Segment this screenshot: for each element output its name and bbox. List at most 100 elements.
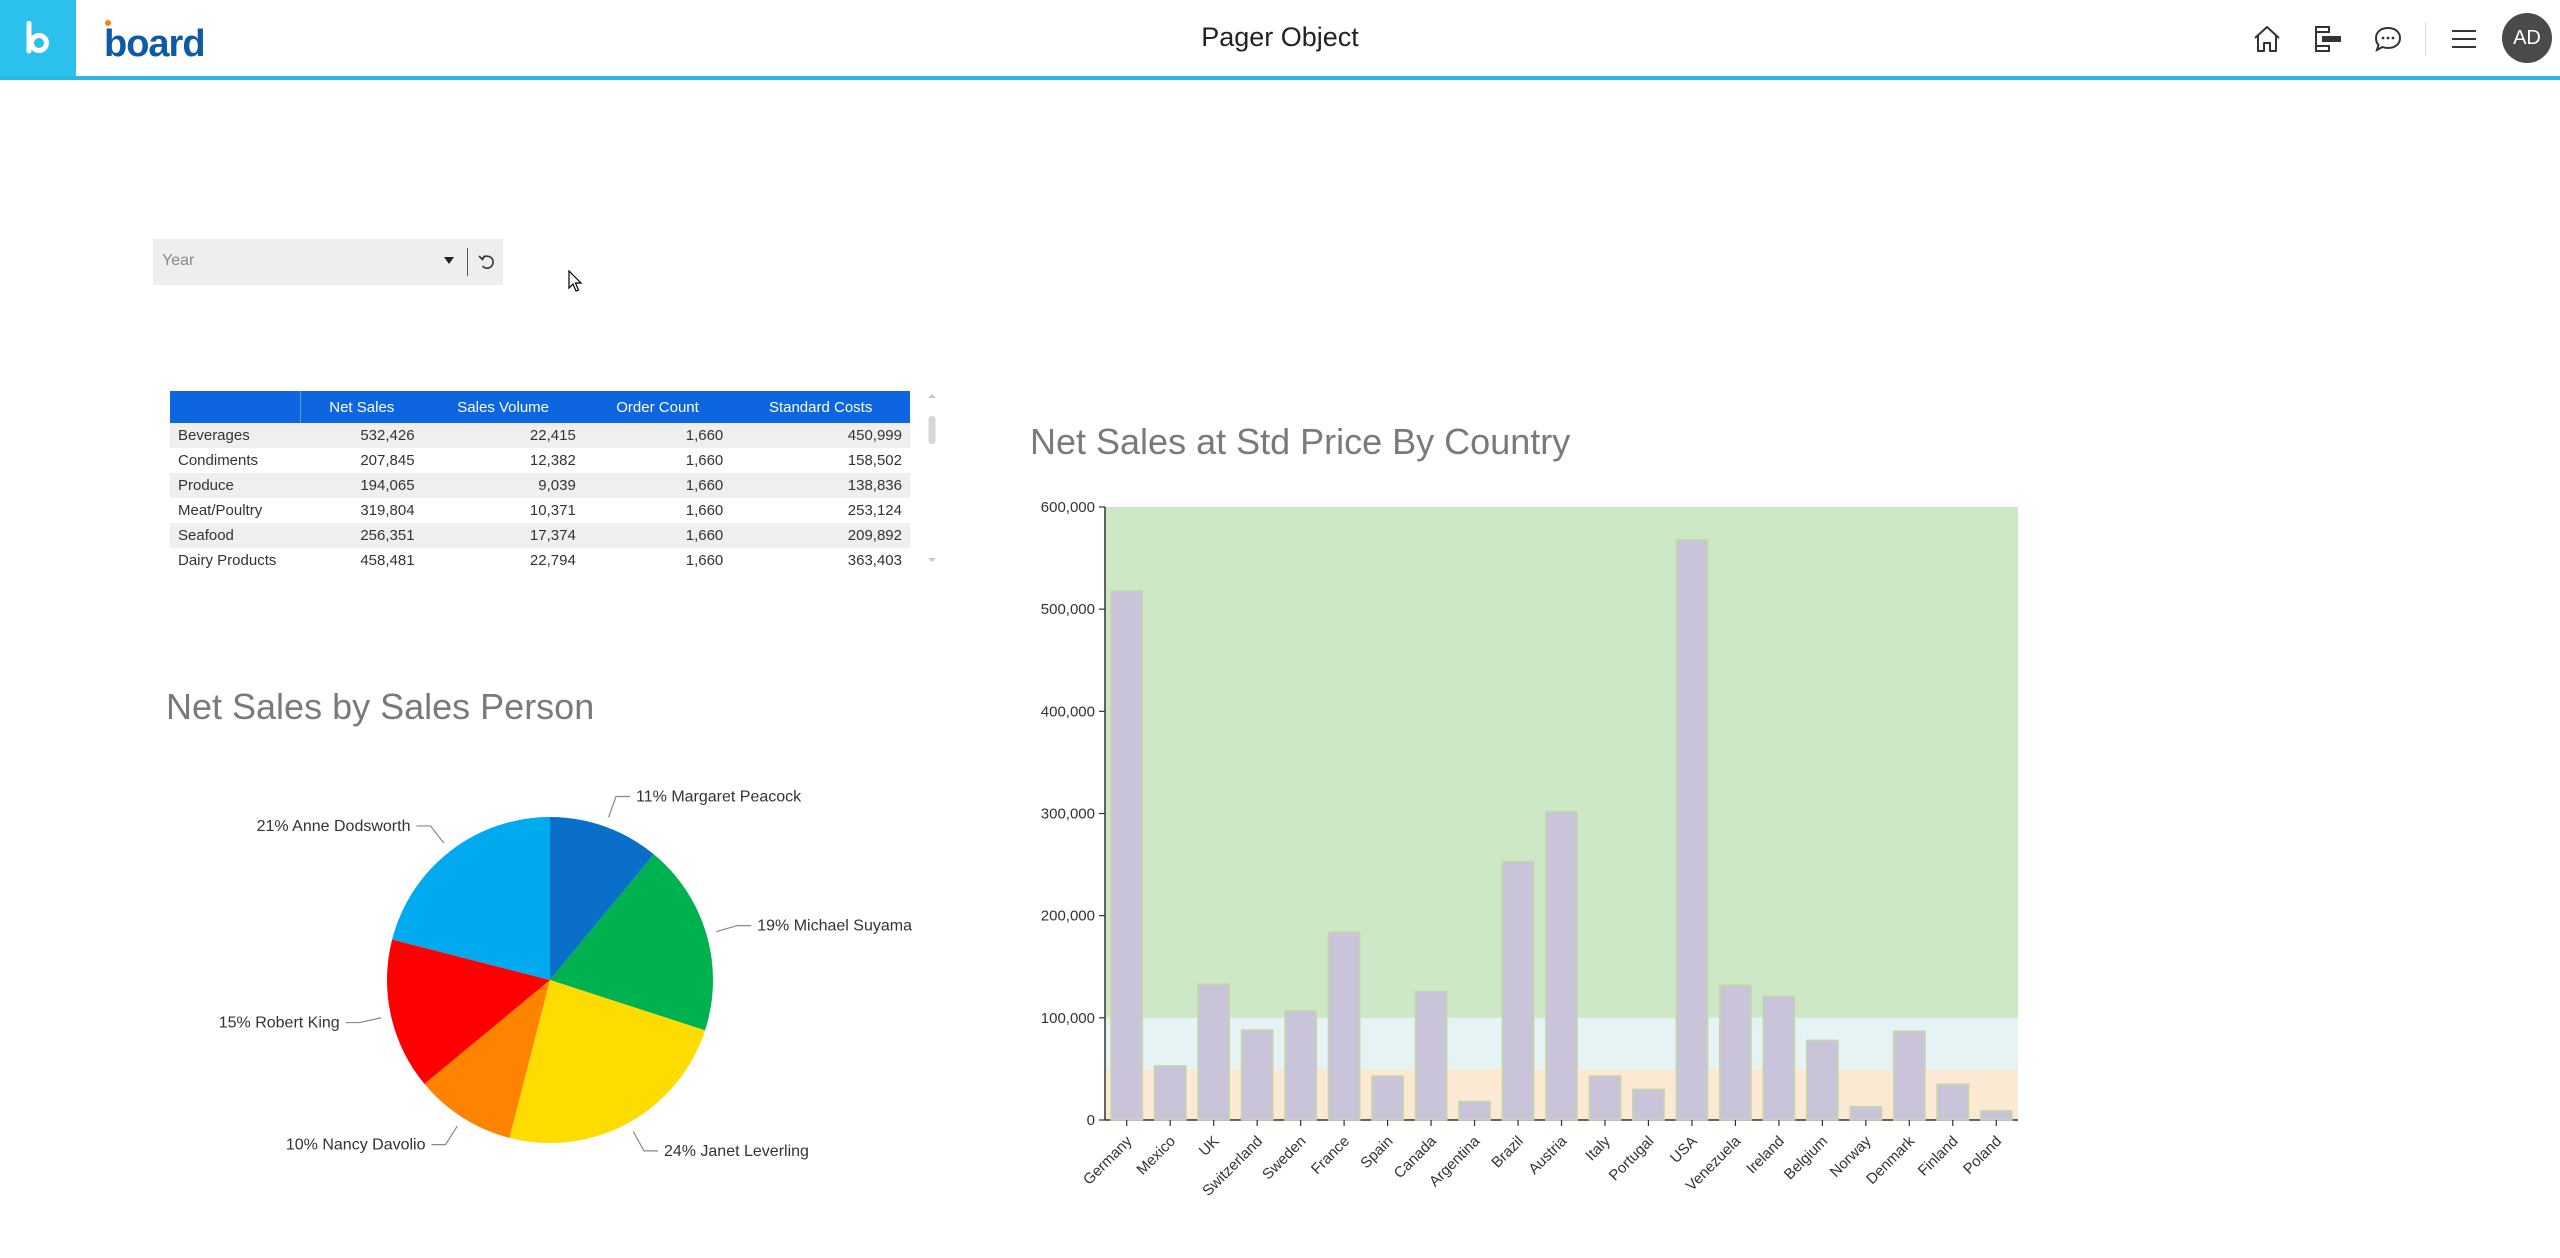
bar-norway[interactable]	[1849, 1105, 1883, 1121]
bar-poland[interactable]	[1979, 1110, 2013, 1121]
row-label: Produce	[170, 473, 301, 498]
board-app-icon[interactable]	[0, 0, 76, 76]
user-avatar[interactable]: AD	[2502, 13, 2552, 63]
bar-canada[interactable]	[1414, 990, 1448, 1121]
x-tick-label: Germany	[1080, 1132, 1136, 1188]
chevron-down-icon[interactable]	[444, 257, 454, 264]
pie-chart-title: Net Sales by Sales Person	[166, 686, 595, 727]
y-tick-label: 0	[1087, 1112, 1095, 1129]
bar-france[interactable]	[1327, 931, 1361, 1121]
bar-italy[interactable]	[1588, 1075, 1622, 1121]
table-cell: 17,374	[422, 523, 584, 548]
pie-slice-label: 10% Nancy Davolio	[286, 1137, 426, 1154]
col-order-count[interactable]: Order Count	[583, 391, 732, 423]
bar-denmark[interactable]	[1892, 1030, 1926, 1121]
table-cell: 158,502	[731, 448, 910, 473]
pie-leader-line	[632, 1131, 658, 1152]
pie-slice-19-michael-suyama[interactable]	[550, 854, 713, 1031]
pie-leader-line	[431, 1125, 458, 1146]
pager-divider	[467, 248, 468, 276]
table-cell: 363,403	[731, 548, 910, 573]
bar-sweden[interactable]	[1284, 1009, 1318, 1121]
table-row: Produce 194,065 9,039 1,660 138,836	[170, 473, 910, 498]
comment-icon[interactable]	[2371, 22, 2405, 56]
bar-ireland[interactable]	[1762, 995, 1796, 1121]
table-cell: 319,804	[300, 498, 423, 523]
pie-chart: 11% Margaret Peacock 19% Michael Suyama 24…	[219, 789, 912, 1160]
pie-slice-11-margaret-peacock[interactable]	[550, 817, 654, 980]
table-cell: 194,065	[300, 473, 423, 498]
x-tick-label: USA	[1667, 1133, 1701, 1167]
bar-germany[interactable]	[1110, 590, 1144, 1121]
pie-slice-label: 19% Michael Suyama	[757, 918, 912, 935]
reset-icon[interactable]	[475, 250, 499, 274]
bar-austria[interactable]	[1545, 810, 1578, 1121]
pie-slice-10-nancy-davolio[interactable]	[424, 980, 550, 1138]
year-pager[interactable]: Year	[153, 239, 503, 285]
table-row: Seafood 256,351 17,374 1,660 209,892	[170, 523, 910, 548]
table-scrollbar[interactable]	[922, 391, 942, 571]
table-cell: 1,660	[583, 548, 732, 573]
table-cell: 207,845	[300, 448, 423, 473]
x-tick-label: UK	[1196, 1133, 1223, 1160]
table-cell: 22,794	[422, 548, 584, 573]
top-bar: board Pager Object AD	[0, 0, 2560, 80]
table-cell: 9,039	[422, 473, 584, 498]
table-corner-cell	[170, 391, 301, 423]
brand-text: board	[104, 23, 205, 64]
bar-venezuela[interactable]	[1719, 984, 1752, 1121]
x-tick-label: Sweden	[1259, 1133, 1309, 1183]
bar-belgium[interactable]	[1805, 1039, 1839, 1121]
col-sales-volume[interactable]: Sales Volume	[422, 391, 584, 423]
table-cell: 22,415	[422, 423, 584, 448]
x-tick-label: Brazil	[1488, 1133, 1527, 1172]
table-cell: 1,660	[583, 523, 732, 548]
table-cell: 1,660	[583, 423, 732, 448]
y-tick-label: 500,000	[1041, 601, 1095, 618]
scroll-thumb[interactable]	[928, 416, 936, 444]
table-cell: 450,999	[731, 423, 910, 448]
x-tick-label: Mexico	[1133, 1133, 1179, 1179]
pie-slice-21-anne-dodsworth[interactable]	[392, 817, 550, 980]
pie-slice-label: 11% Margaret Peacock	[636, 789, 802, 806]
y-tick-label: 300,000	[1041, 806, 1095, 823]
x-tick-label: Finland	[1915, 1133, 1962, 1180]
year-pager-placeholder: Year	[162, 252, 195, 269]
pie-leader-line	[608, 795, 631, 818]
bar-switzerland[interactable]	[1240, 1029, 1274, 1121]
row-label: Meat/Poultry	[170, 498, 301, 523]
table-row: Dairy Products 458,481 22,794 1,660 363,…	[170, 548, 910, 573]
scroll-down-icon[interactable]	[928, 558, 936, 562]
bar-portugal[interactable]	[1632, 1088, 1665, 1121]
x-tick-label: France	[1308, 1133, 1353, 1178]
table-cell: 256,351	[300, 523, 423, 548]
menu-icon[interactable]	[2447, 22, 2481, 56]
bar-spain[interactable]	[1371, 1075, 1404, 1121]
bar-finland[interactable]	[1936, 1083, 1970, 1121]
home-icon[interactable]	[2250, 22, 2284, 56]
table-header-row: Net Sales Sales Volume Order Count Stand…	[170, 391, 910, 423]
col-standard-costs[interactable]: Standard Costs	[731, 391, 910, 423]
pie-slice-15-robert-king[interactable]	[386, 939, 550, 1084]
pie-slice-label: 24% Janet Leverling	[664, 1143, 809, 1160]
scroll-up-icon[interactable]	[928, 394, 936, 398]
pie-leader-line	[345, 1017, 382, 1024]
mouse-cursor-icon	[568, 270, 583, 292]
table-cell: 1,660	[583, 473, 732, 498]
table-cell: 12,382	[422, 448, 584, 473]
x-tick-label: Austria	[1525, 1132, 1570, 1177]
bar-argentina[interactable]	[1458, 1100, 1491, 1121]
table-row: Condiments 207,845 12,382 1,660 158,502	[170, 448, 910, 473]
col-net-sales[interactable]: Net Sales	[300, 391, 423, 423]
header-divider	[2425, 22, 2426, 56]
x-tick-label: Italy	[1582, 1132, 1614, 1164]
row-label: Seafood	[170, 523, 301, 548]
bar-usa[interactable]	[1675, 538, 1709, 1121]
layout-icon[interactable]	[2311, 22, 2345, 56]
pie-slice-label: 15% Robert King	[219, 1015, 340, 1032]
bar-chart: 0 100,000 200,000 300,000 400,000 500,000 600,…	[1041, 499, 2018, 1200]
bar-uk[interactable]	[1197, 983, 1231, 1121]
bar-brazil[interactable]	[1501, 860, 1535, 1121]
pie-slice-24-janet-leverling[interactable]	[509, 980, 706, 1143]
bar-mexico[interactable]	[1153, 1065, 1187, 1121]
